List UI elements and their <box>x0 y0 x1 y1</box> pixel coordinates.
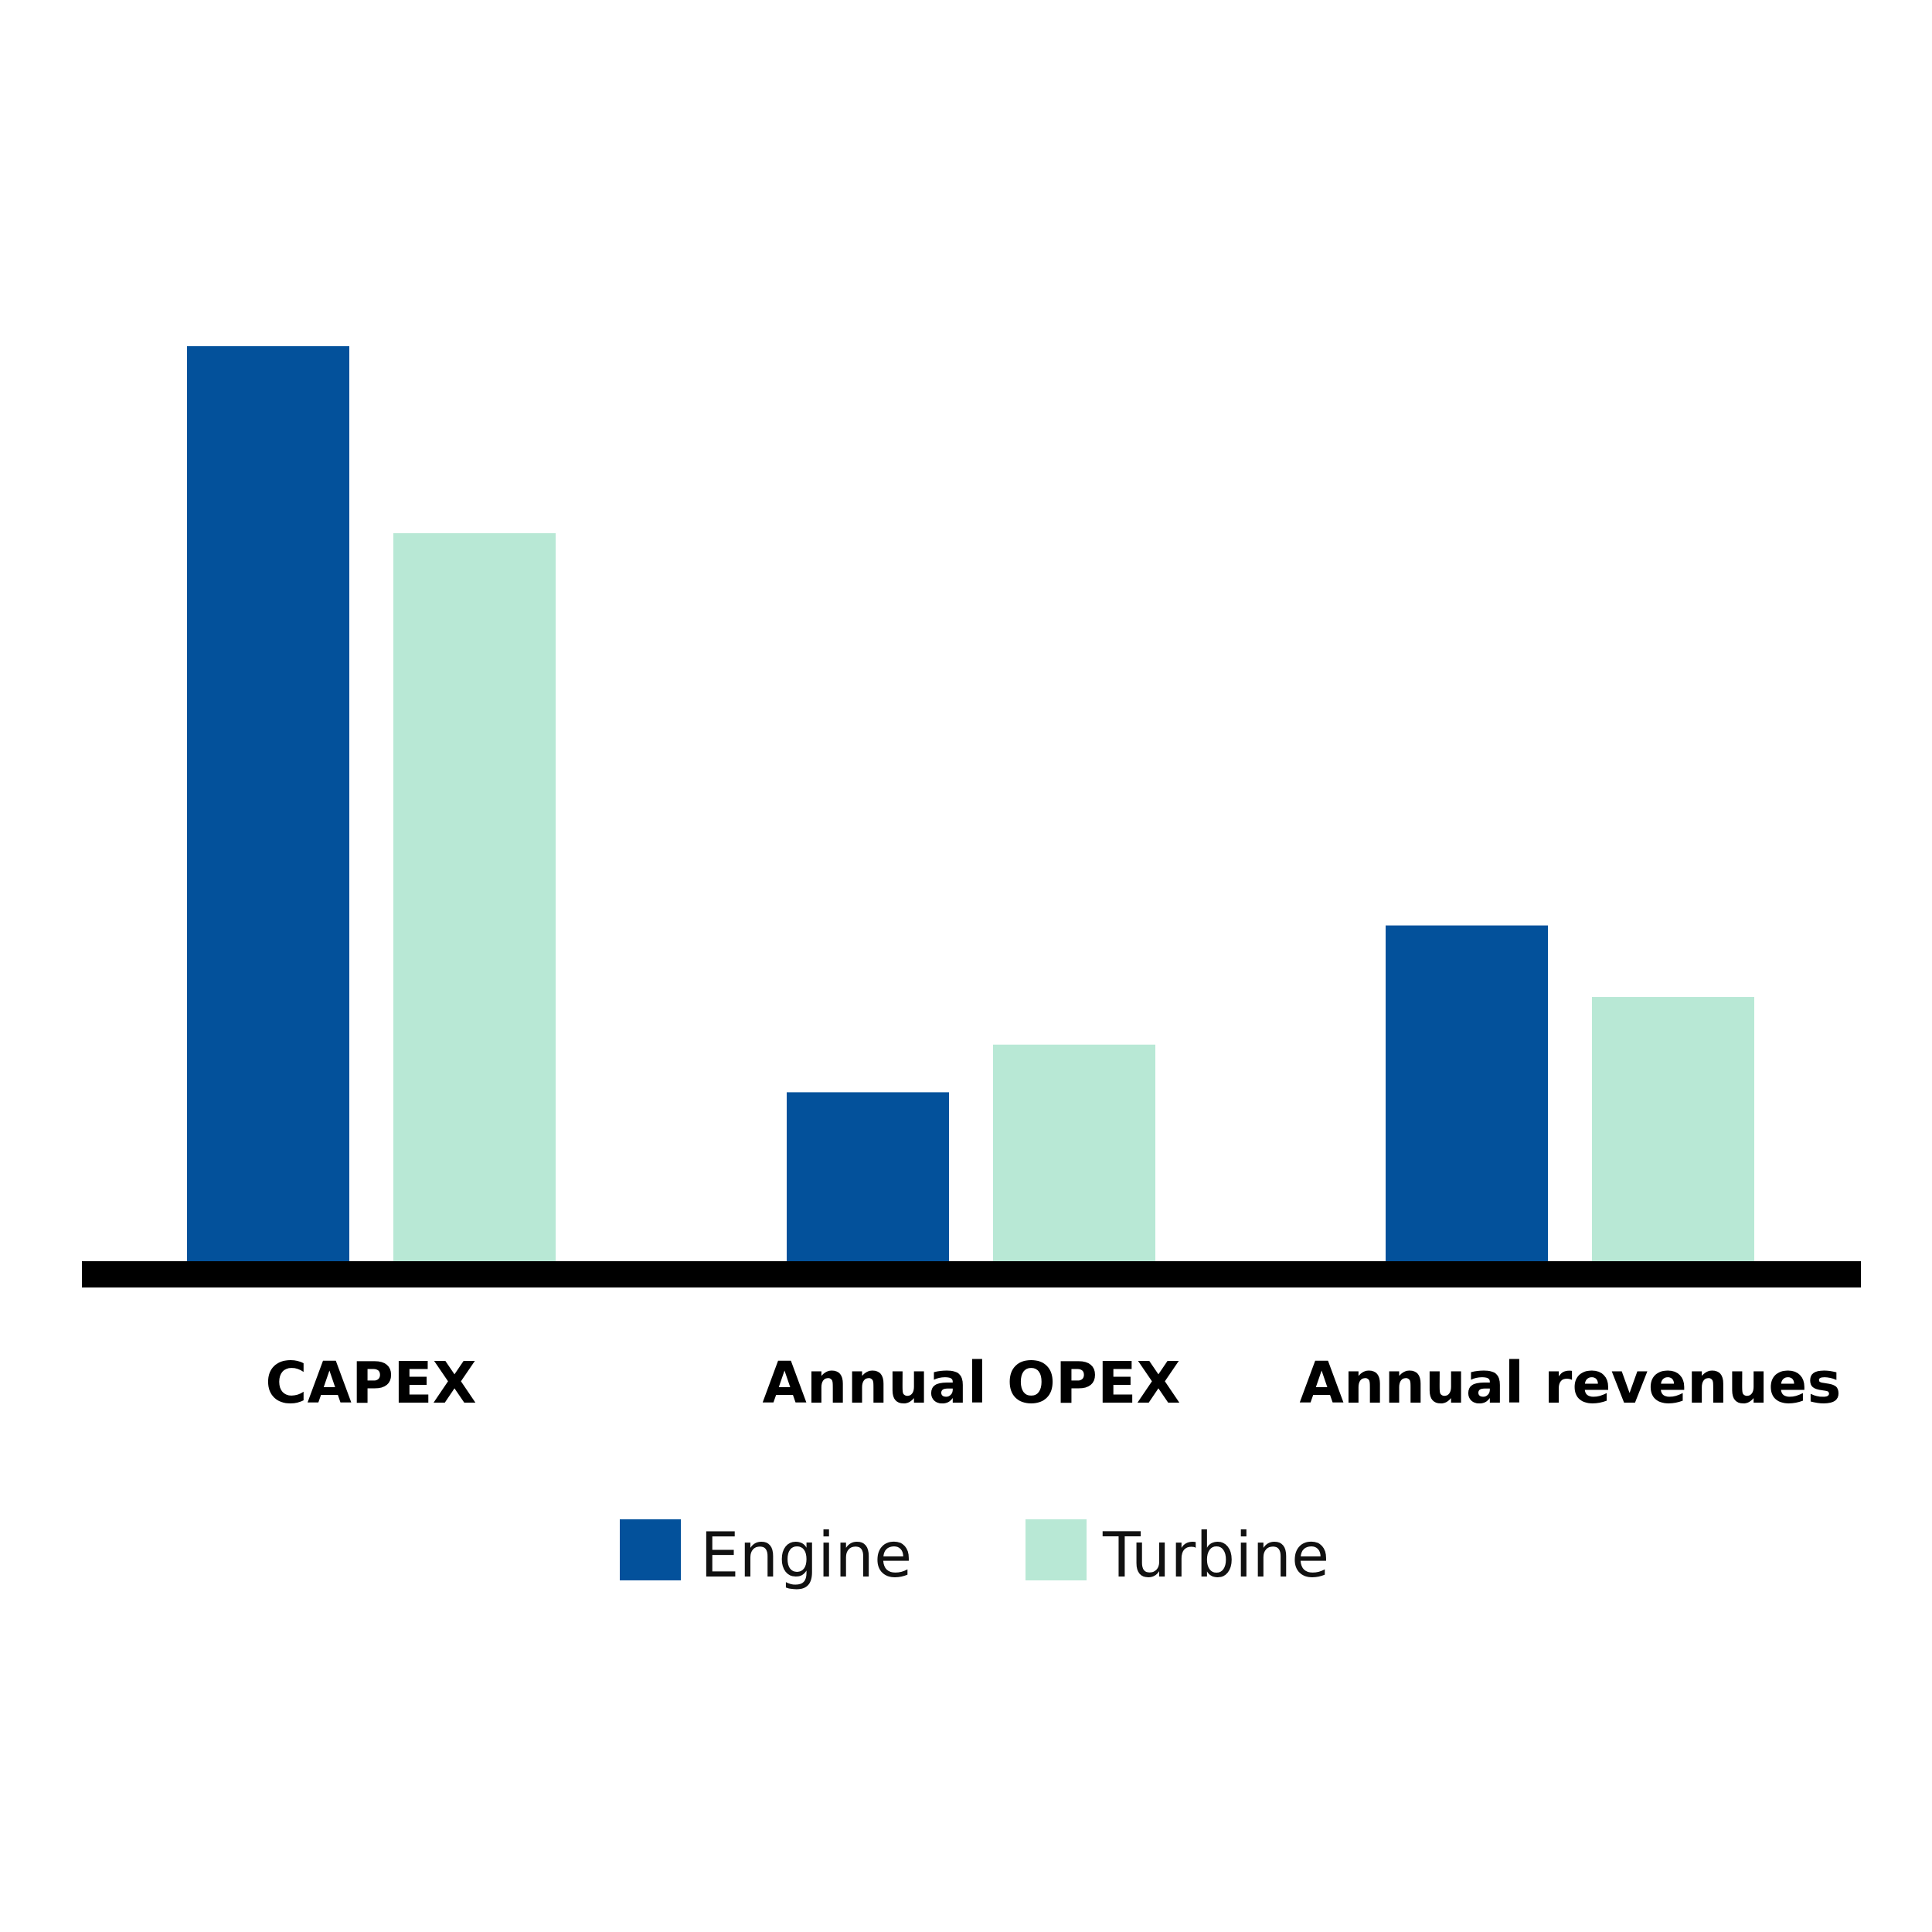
category-label-1: Annual OPEX <box>762 1350 1180 1417</box>
bar-turbine-1 <box>993 1044 1155 1263</box>
category-labels: CAPEX Annual OPEX Annual revenues <box>265 1350 1841 1417</box>
category-label-0: CAPEX <box>265 1350 476 1417</box>
legend-label-turbine: Turbine <box>1102 1519 1329 1591</box>
bar-engine-0 <box>187 346 349 1263</box>
x-axis-baseline <box>82 1261 1861 1287</box>
bar-turbine-0 <box>393 532 556 1263</box>
legend: Engine Turbine <box>620 1519 1329 1591</box>
category-label-2: Annual revenues <box>1299 1350 1841 1417</box>
bar-engine-1 <box>787 1092 949 1263</box>
legend-label-engine: Engine <box>700 1519 912 1591</box>
legend-swatch-turbine <box>1026 1519 1087 1580</box>
legend-swatch-engine <box>620 1519 681 1580</box>
bar-engine-2 <box>1386 925 1548 1263</box>
bar-turbine-2 <box>1592 997 1754 1263</box>
bar-group <box>187 346 1754 1263</box>
